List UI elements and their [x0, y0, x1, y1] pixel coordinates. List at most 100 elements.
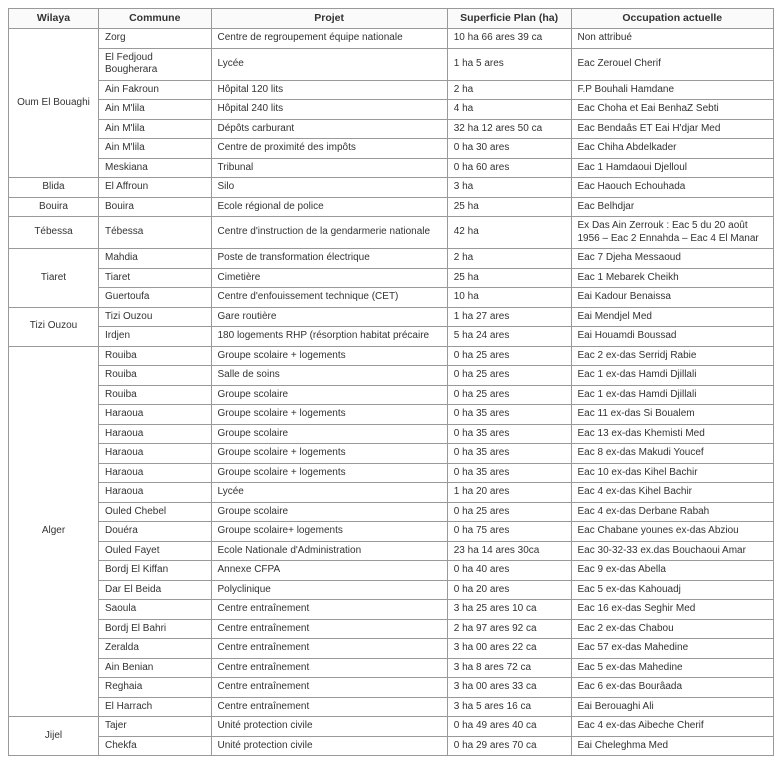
commune-cell: Reghaia	[99, 678, 212, 698]
superficie-cell: 4 ha	[447, 100, 571, 120]
occupation-cell: Eac 4 ex-das Aibeche Cherif	[571, 717, 774, 737]
projet-cell: Unité protection civile	[211, 717, 447, 737]
projet-cell: Groupe scolaire + logements	[211, 444, 447, 464]
commune-cell: El Affroun	[99, 178, 212, 198]
superficie-cell: 10 ha	[447, 288, 571, 308]
commune-cell: Ain M'lila	[99, 100, 212, 120]
occupation-cell: Eai Mendjel Med	[571, 307, 774, 327]
superficie-cell: 2 ha	[447, 249, 571, 269]
commune-cell: Ain Benian	[99, 658, 212, 678]
table-row: Tizi OuzouTizi OuzouGare routière1 ha 27…	[9, 307, 774, 327]
superficie-cell: 0 ha 75 ares	[447, 522, 571, 542]
commune-cell: Dar El Beida	[99, 580, 212, 600]
wilaya-cell: Tizi Ouzou	[9, 307, 99, 346]
commune-cell: Rouiba	[99, 385, 212, 405]
superficie-cell: 0 ha 25 ares	[447, 502, 571, 522]
table-row: TébessaTébessaCentre d'instruction de la…	[9, 217, 774, 249]
table-row: HaraouaLycée1 ha 20 aresEac 4 ex-das Kih…	[9, 483, 774, 503]
occupation-cell: Ex Das Ain Zerrouk : Eac 5 du 20 août 19…	[571, 217, 774, 249]
superficie-cell: 1 ha 20 ares	[447, 483, 571, 503]
projet-cell: Groupe scolaire	[211, 385, 447, 405]
table-row: Ain M'lilaCentre de proximité des impôts…	[9, 139, 774, 159]
occupation-cell: Eac Bendaâs ET Eai H'djar Med	[571, 119, 774, 139]
projet-cell: Annexe CFPA	[211, 561, 447, 581]
superficie-cell: 32 ha 12 ares 50 ca	[447, 119, 571, 139]
projet-cell: Tribunal	[211, 158, 447, 178]
commune-cell: Ouled Chebel	[99, 502, 212, 522]
superficie-cell: 0 ha 35 ares	[447, 444, 571, 464]
superficie-cell: 5 ha 24 ares	[447, 327, 571, 347]
superficie-cell: 0 ha 25 ares	[447, 385, 571, 405]
superficie-cell: 0 ha 20 ares	[447, 580, 571, 600]
table-row: MeskianaTribunal0 ha 60 aresEac 1 Hamdao…	[9, 158, 774, 178]
occupation-cell: Eac 1 Hamdaoui Djelloul	[571, 158, 774, 178]
projet-cell: Poste de transformation électrique	[211, 249, 447, 269]
projet-cell: Dépôts carburant	[211, 119, 447, 139]
table-row: BouiraBouiraEcole régional de police25 h…	[9, 197, 774, 217]
superficie-cell: 0 ha 40 ares	[447, 561, 571, 581]
projet-cell: 180 logements RHP (résorption habitat pr…	[211, 327, 447, 347]
commune-cell: Saoula	[99, 600, 212, 620]
occupation-cell: Eac 9 ex-das Abella	[571, 561, 774, 581]
superficie-cell: 0 ha 30 ares	[447, 139, 571, 159]
projet-cell: Centre de proximité des impôts	[211, 139, 447, 159]
occupation-cell: Non attribué	[571, 29, 774, 49]
occupation-cell: Eac Chabane younes ex-das Abziou	[571, 522, 774, 542]
commune-cell: Zorg	[99, 29, 212, 49]
table-row: AlgerRouibaGroupe scolaire + logements0 …	[9, 346, 774, 366]
occupation-cell: Eac 11 ex-das Si Boualem	[571, 405, 774, 425]
occupation-cell: Eac Haouch Echouhada	[571, 178, 774, 198]
superficie-cell: 0 ha 35 ares	[447, 463, 571, 483]
commune-cell: Rouiba	[99, 346, 212, 366]
table-row: JijelTajerUnité protection civile0 ha 49…	[9, 717, 774, 737]
superficie-cell: 3 ha	[447, 178, 571, 198]
table-header-row: Wilaya Commune Projet Superficie Plan (h…	[9, 9, 774, 29]
occupation-cell: Eac 5 ex-das Mahedine	[571, 658, 774, 678]
occupation-cell: Eac 6 ex-das Bourâada	[571, 678, 774, 698]
commune-cell: Tajer	[99, 717, 212, 737]
projet-cell: Cimetière	[211, 268, 447, 288]
commune-cell: Haraoua	[99, 483, 212, 503]
superficie-cell: 0 ha 60 ares	[447, 158, 571, 178]
projet-cell: Hôpital 240 lits	[211, 100, 447, 120]
commune-cell: Meskiana	[99, 158, 212, 178]
wilaya-cell: Jijel	[9, 717, 99, 756]
header-wilaya: Wilaya	[9, 9, 99, 29]
projet-cell: Polyclinique	[211, 580, 447, 600]
occupation-cell: Eac 7 Djeha Messaoud	[571, 249, 774, 269]
table-row: BlidaEl AffrounSilo3 haEac Haouch Echouh…	[9, 178, 774, 198]
header-superficie: Superficie Plan (ha)	[447, 9, 571, 29]
occupation-cell: Eac 8 ex-das Makudi Youcef	[571, 444, 774, 464]
commune-cell: Tiaret	[99, 268, 212, 288]
occupation-cell: Eac Chiha Abdelkader	[571, 139, 774, 159]
commune-cell: Douéra	[99, 522, 212, 542]
table-row: Bordj El BahriCentre entraînement2 ha 97…	[9, 619, 774, 639]
table-row: Ouled FayetEcole Nationale d'Administrat…	[9, 541, 774, 561]
commune-cell: Chekfa	[99, 736, 212, 756]
table-row: Ain BenianCentre entraînement3 ha 8 ares…	[9, 658, 774, 678]
occupation-cell: Eac 1 Mebarek Cheikh	[571, 268, 774, 288]
commune-cell: Bordj El Kiffan	[99, 561, 212, 581]
commune-cell: Mahdia	[99, 249, 212, 269]
occupation-cell: Eac 1 ex-das Hamdi Djillali	[571, 385, 774, 405]
occupation-cell: Eac 4 ex-das Kihel Bachir	[571, 483, 774, 503]
projet-cell: Groupe scolaire + logements	[211, 463, 447, 483]
projet-cell: Centre entraînement	[211, 697, 447, 717]
projet-cell: Centre entraînement	[211, 619, 447, 639]
superficie-cell: 3 ha 5 ares 16 ca	[447, 697, 571, 717]
table-row: El Fedjoud BougheraraLycée1 ha 5 aresEac…	[9, 48, 774, 80]
superficie-cell: 0 ha 25 ares	[447, 366, 571, 386]
occupation-cell: Eac Choha et Eai BenhaZ Sebti	[571, 100, 774, 120]
table-row: DouéraGroupe scolaire+ logements0 ha 75 …	[9, 522, 774, 542]
commune-cell: Tizi Ouzou	[99, 307, 212, 327]
table-row: Dar El BeidaPolyclinique0 ha 20 aresEac …	[9, 580, 774, 600]
wilaya-cell: Blida	[9, 178, 99, 198]
superficie-cell: 1 ha 27 ares	[447, 307, 571, 327]
commune-cell: Ain M'lila	[99, 139, 212, 159]
commune-cell: Tébessa	[99, 217, 212, 249]
commune-cell: Zeralda	[99, 639, 212, 659]
superficie-cell: 25 ha	[447, 268, 571, 288]
commune-cell: Haraoua	[99, 463, 212, 483]
superficie-cell: 2 ha	[447, 80, 571, 100]
occupation-cell: Eac 10 ex-das Kihel Bachir	[571, 463, 774, 483]
